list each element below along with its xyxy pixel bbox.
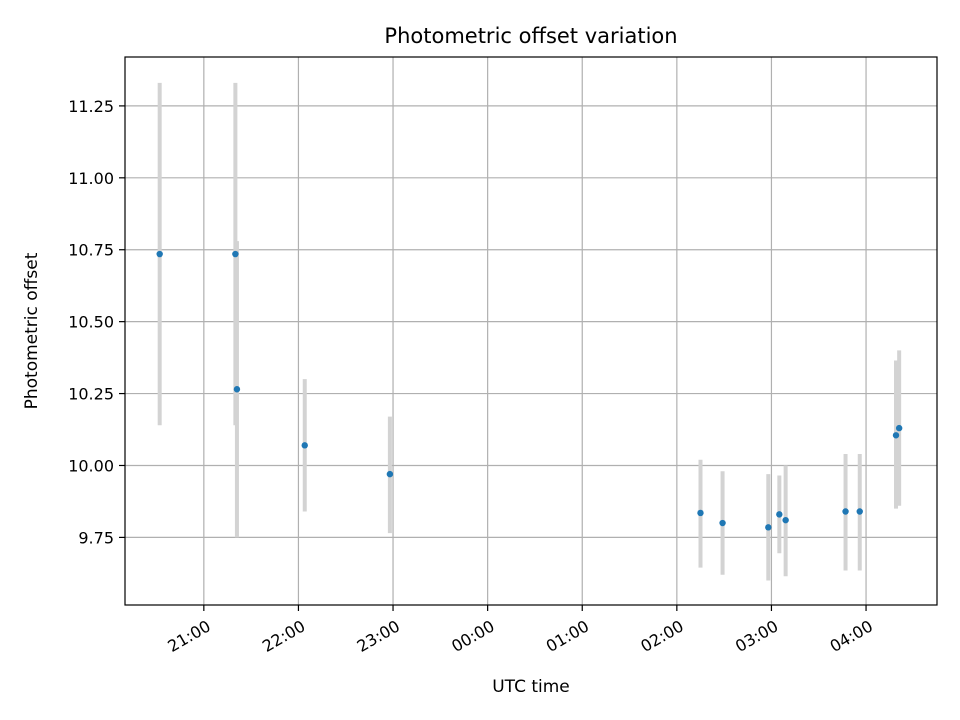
x-axis-label: UTC time xyxy=(492,677,570,697)
x-tick-label: 01:00 xyxy=(543,616,592,656)
y-tick-label: 11.25 xyxy=(68,97,114,116)
x-tick-label: 21:00 xyxy=(164,616,213,656)
data-point xyxy=(782,516,789,524)
x-tick-label: 22:00 xyxy=(259,616,308,656)
data-point xyxy=(386,470,394,478)
grid xyxy=(125,57,937,605)
data-point xyxy=(697,509,704,517)
x-axis: 21:00 22:00 23:00 00:00 01:00 02:00 03:00 04:00 xyxy=(164,605,876,656)
plot-frame xyxy=(124,56,938,606)
data-points xyxy=(156,250,903,531)
y-tick-label: 10.00 xyxy=(68,456,114,475)
data-point xyxy=(892,432,900,439)
data-point xyxy=(776,511,783,518)
y-tick-label: 9.75 xyxy=(78,528,114,547)
y-tick-label: 10.75 xyxy=(68,241,114,260)
x-tick-label: 02:00 xyxy=(637,616,686,656)
chart-title: Photometric offset variation xyxy=(384,24,677,48)
y-tick-label: 10.50 xyxy=(68,313,114,332)
data-point xyxy=(156,250,163,258)
data-point xyxy=(301,442,308,449)
data-point xyxy=(719,519,726,527)
x-tick-label: 00:00 xyxy=(448,616,497,656)
data-point xyxy=(765,524,772,531)
x-tick-label: 23:00 xyxy=(354,616,403,656)
x-tick-label: 04:00 xyxy=(827,616,876,656)
y-tick-label: 10.25 xyxy=(68,385,114,404)
data-point xyxy=(842,508,849,515)
x-tick-label: 03:00 xyxy=(732,616,781,656)
y-axis-label: Photometric offset xyxy=(22,252,42,409)
y-tick-label: 11.00 xyxy=(68,169,114,188)
data-point xyxy=(895,424,903,432)
data-point xyxy=(233,386,241,393)
data-point xyxy=(232,250,239,258)
error-bars xyxy=(157,82,902,581)
y-axis: 9.75 10.00 10.25 10.50 10.75 11.00 11.25 xyxy=(68,97,125,547)
data-point xyxy=(856,508,863,515)
